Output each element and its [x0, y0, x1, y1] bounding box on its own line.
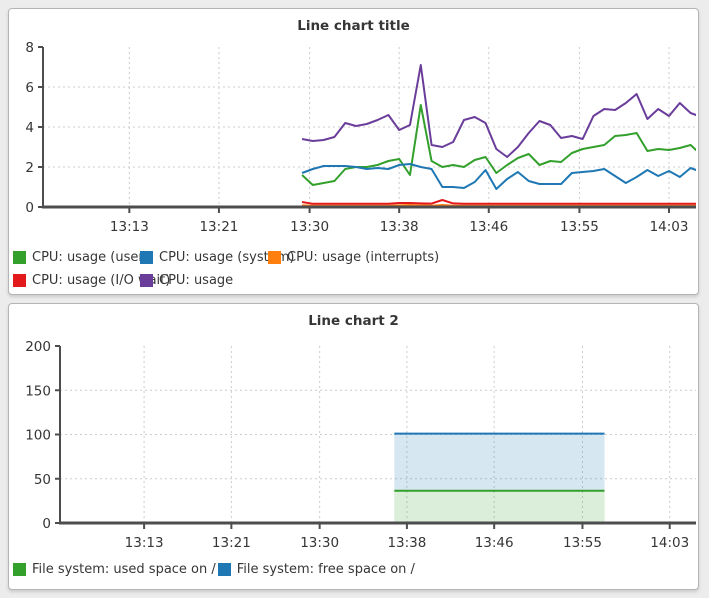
svg-text:100: 100: [25, 428, 51, 444]
legend-label-fs-used: File system: used space on /: [32, 562, 216, 577]
filesystem-chart-panel: Line chart 2 13:13 13:21 13:30 13:38 13:46 13…: [8, 303, 699, 590]
legend-item-fs-used: File system: used space on /: [13, 562, 216, 577]
svg-text:200: 200: [25, 339, 51, 355]
svg-text:4: 4: [25, 120, 34, 136]
legend-item-cpu-usage: CPU: usage: [140, 273, 268, 288]
svg-text:0: 0: [25, 200, 34, 216]
legend-label-fs-free: File system: free space on /: [236, 562, 415, 577]
filesystem-chart-legend: File system: used space on / File system…: [13, 562, 417, 577]
legend-item-fs-free: File system: free space on /: [217, 562, 415, 577]
cpu-usage-chart-panel: Line chart title 13:13 13:21 13:30 13:38 13:…: [8, 8, 699, 295]
svg-text:0: 0: [42, 516, 51, 532]
filesystem-area-chart: 13:13 13:21 13:30 13:38 13:46 13:55 14:03 0 50 10…: [25, 339, 696, 551]
cpu-usage-line-chart: 13:13 13:21 13:30 13:38 13:46 13:55 14:03 0 2 4 6 8: [25, 40, 696, 235]
legend-swatch-cpu-system: [140, 251, 153, 264]
legend-item-cpu-interrupts: CPU: usage (interrupts): [268, 250, 439, 265]
svg-text:13:30: 13:30: [300, 535, 339, 551]
legend-item-cpu-system: CPU: usage (system): [140, 250, 294, 265]
svg-text:14:03: 14:03: [650, 219, 689, 235]
svg-text:13:13: 13:13: [125, 535, 164, 551]
svg-text:2: 2: [25, 160, 34, 176]
svg-text:50: 50: [34, 472, 51, 488]
cpu-chart-legend: CPU: usage (user) CPU: usage (system) CP…: [13, 250, 439, 288]
legend-label-cpu-iowait: CPU: usage (I/O wait): [32, 273, 171, 288]
legend-swatch-cpu-interrupts: [268, 251, 281, 264]
svg-text:13:55: 13:55: [560, 219, 599, 235]
legend-label-cpu-interrupts: CPU: usage (interrupts): [287, 250, 440, 265]
cpu-chart-title: Line chart title: [297, 18, 410, 34]
legend-label-cpu-user: CPU: usage (user): [32, 250, 149, 265]
legend-swatch-cpu-iowait: [13, 274, 26, 287]
svg-text:13:30: 13:30: [290, 219, 329, 235]
svg-text:13:55: 13:55: [563, 535, 602, 551]
legend-item-cpu-user: CPU: usage (user): [13, 250, 149, 265]
svg-text:13:21: 13:21: [212, 535, 251, 551]
legend-label-cpu-system: CPU: usage (system): [159, 250, 295, 265]
legend-swatch-fs-free: [217, 563, 231, 576]
svg-text:13:38: 13:38: [387, 535, 426, 551]
svg-text:6: 6: [25, 80, 34, 96]
svg-text:13:46: 13:46: [475, 535, 514, 551]
legend-label-cpu-usage: CPU: usage: [159, 273, 234, 288]
legend-swatch-fs-used: [13, 563, 26, 576]
svg-text:150: 150: [25, 383, 51, 399]
svg-text:14:03: 14:03: [650, 535, 689, 551]
filesystem-chart-title: Line chart 2: [308, 313, 399, 329]
legend-item-cpu-iowait: CPU: usage (I/O wait): [13, 273, 170, 288]
svg-text:13:38: 13:38: [380, 219, 419, 235]
svg-text:13:13: 13:13: [110, 219, 149, 235]
legend-swatch-cpu-usage: [140, 274, 153, 287]
svg-text:13:21: 13:21: [199, 219, 238, 235]
legend-swatch-cpu-user: [13, 251, 26, 264]
svg-text:13:46: 13:46: [469, 219, 508, 235]
svg-text:8: 8: [25, 40, 34, 56]
